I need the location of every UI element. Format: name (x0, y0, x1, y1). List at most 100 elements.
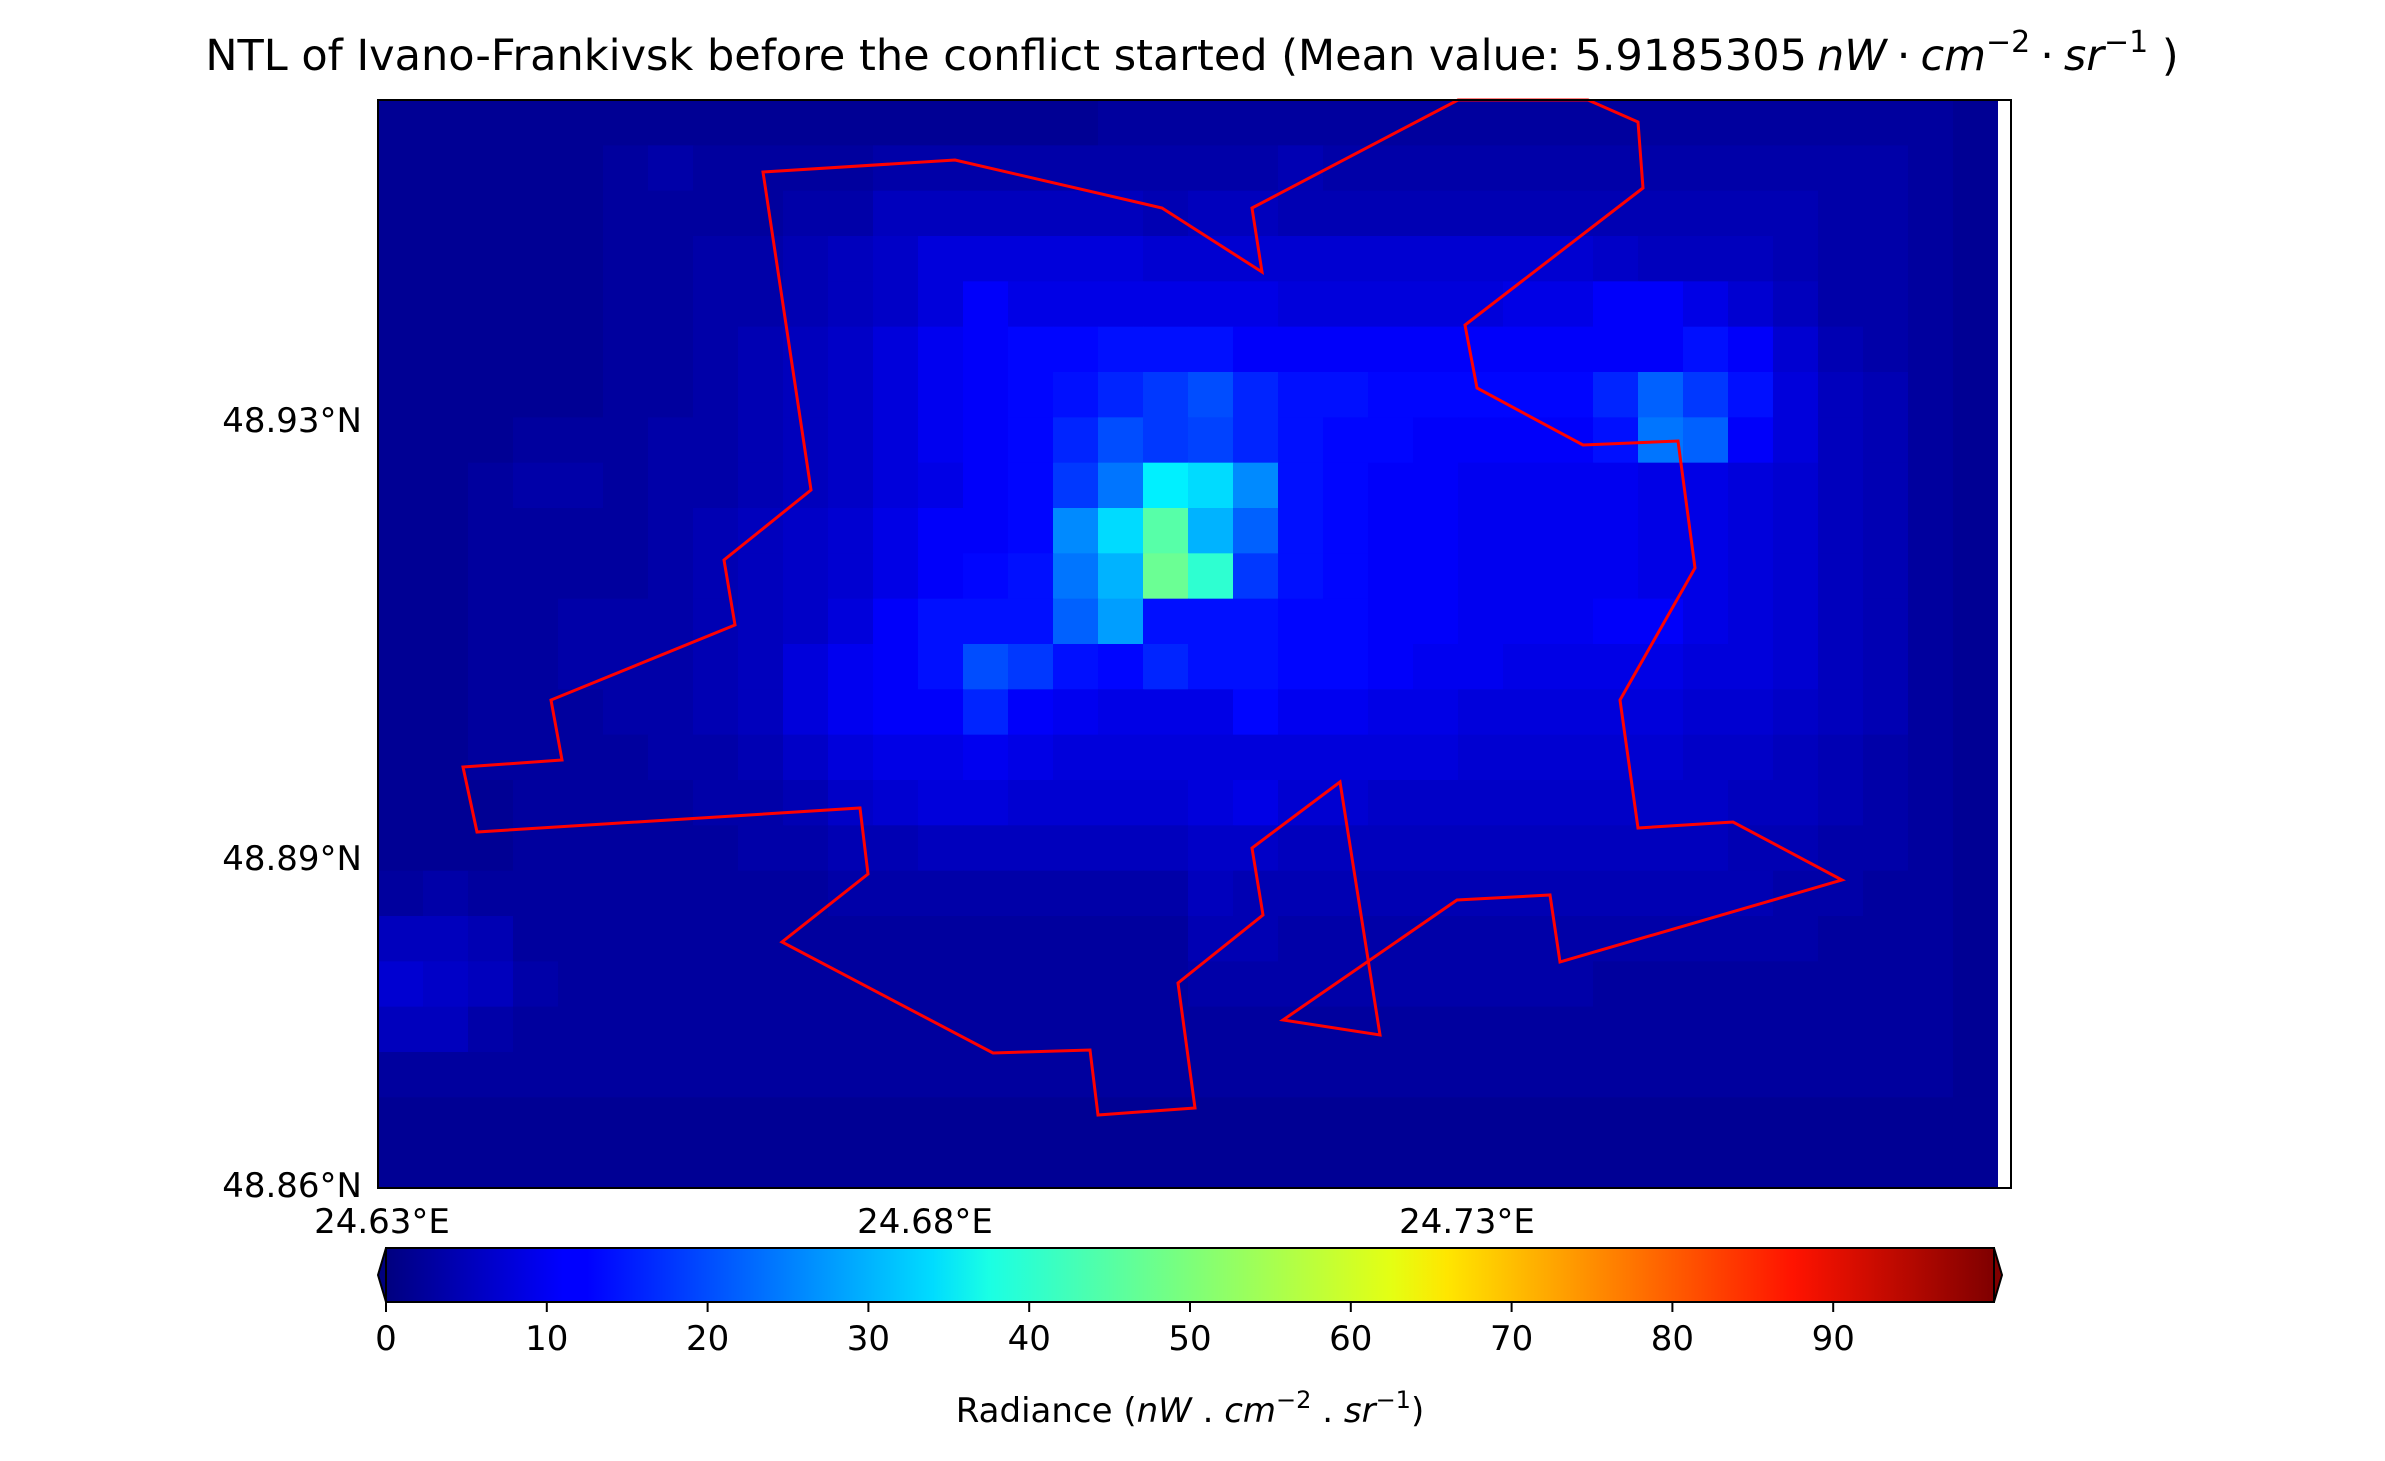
heatmap-cell (963, 825, 1009, 872)
heatmap-cell (693, 825, 739, 872)
heatmap-cell (468, 326, 514, 373)
heatmap-cell (1143, 553, 1189, 600)
heatmap-cell (738, 100, 784, 146)
heatmap-cell (1773, 916, 1819, 962)
heatmap-cell (1683, 417, 1729, 464)
heatmap-cell (1368, 508, 1414, 554)
heatmap-cell (828, 1097, 874, 1144)
heatmap-cell (648, 190, 694, 237)
heatmap-cell (603, 281, 649, 328)
heatmap-cell (1908, 553, 1954, 600)
heatmap-cell (1908, 780, 1954, 826)
heatmap-cell (558, 462, 604, 509)
heatmap-cell (603, 689, 649, 736)
cb-label-exp-cm: −2 (1276, 1386, 1311, 1414)
heatmap-cell (1593, 553, 1639, 600)
heatmap-cell (648, 372, 694, 418)
heatmap-cell (1863, 372, 1909, 418)
heatmap-cell (1188, 462, 1234, 509)
heatmap-cell (1053, 1142, 1099, 1188)
city-boundary (461, 98, 1846, 1117)
heatmap-cell (1008, 1097, 1054, 1144)
heatmap-cell (1863, 1142, 1909, 1188)
heatmap-cell (1728, 689, 1774, 736)
heatmap-cell (963, 236, 1009, 282)
heatmap-cell (1233, 916, 1279, 962)
heatmap-cell (1098, 644, 1144, 690)
heatmap-cell (873, 644, 919, 690)
heatmap-cell (1188, 644, 1234, 690)
heatmap-cell (1098, 916, 1144, 962)
heatmap-cell (783, 281, 829, 328)
heatmap-cell (1863, 508, 1909, 554)
lat-tick-48-93: 48.93°N (222, 401, 362, 441)
heatmap-cell (918, 417, 964, 464)
heatmap-cell (1728, 734, 1774, 781)
heatmap-cell (1863, 734, 1909, 781)
heatmap-cell (1323, 689, 1369, 736)
heatmap-cell (963, 281, 1009, 328)
heatmap-cell (918, 916, 964, 962)
heatmap-cell (1143, 508, 1189, 554)
heatmap-cell (423, 1052, 469, 1098)
colorbar-gradient (386, 1248, 1994, 1302)
heatmap-cell (1413, 281, 1459, 328)
heatmap-cell (828, 508, 874, 554)
heatmap-cell (468, 1142, 514, 1188)
heatmap-cell (1503, 1142, 1549, 1188)
heatmap-cell (1593, 100, 1639, 146)
heatmap-cell (558, 326, 604, 373)
heatmap-cell (1503, 825, 1549, 872)
heatmap-cell (1638, 462, 1684, 509)
heatmap-cell (378, 417, 424, 464)
heatmap-cell (1728, 281, 1774, 328)
heatmap-cell (1323, 870, 1369, 917)
heatmap-cell (468, 825, 514, 872)
title-dot-2: · (2040, 31, 2054, 81)
heatmap-cell (828, 870, 874, 917)
heatmap-cell (1278, 236, 1324, 282)
heatmap-cell (1503, 326, 1549, 373)
heatmap-cell (1953, 145, 1999, 192)
heatmap-cell (738, 734, 784, 781)
heatmap-cell (1233, 1006, 1279, 1053)
heatmap-cell (378, 1097, 424, 1144)
heatmap-cell (378, 462, 424, 509)
cb-label-exp-sr: −1 (1376, 1386, 1411, 1414)
heatmap-cell (1953, 916, 1999, 962)
heatmap-cell (1953, 1052, 1999, 1098)
heatmap-cell (1098, 417, 1144, 464)
heatmap-cell (918, 190, 964, 237)
heatmap-cell (693, 689, 739, 736)
heatmap-cell (1503, 1052, 1549, 1098)
heatmap-cell (603, 1097, 649, 1144)
heatmap-cell (918, 100, 964, 146)
heatmap-cell (783, 734, 829, 781)
heatmap-cell (1908, 100, 1954, 146)
heatmap-cell (1278, 1097, 1324, 1144)
heatmap-cell (828, 100, 874, 146)
heatmap-cell (1278, 961, 1324, 1008)
heatmap-cell (1503, 100, 1549, 146)
heatmap-cell (1143, 870, 1189, 917)
heatmap-cell (738, 1142, 784, 1188)
heatmap-cell (1863, 145, 1909, 192)
lon-tick-24-63: 24.63°E (314, 1202, 450, 1242)
heatmap-cell (1683, 1006, 1729, 1053)
heatmap-cell (468, 734, 514, 781)
heatmap-cell (1953, 553, 1999, 600)
heatmap-cell (1548, 100, 1594, 146)
heatmap-cell (1458, 870, 1504, 917)
heatmap-cell (1593, 644, 1639, 690)
heatmap-cell (558, 417, 604, 464)
heatmap-cell (1008, 870, 1054, 917)
heatmap-cell (963, 1142, 1009, 1188)
heatmap-cell (1053, 372, 1099, 418)
heatmap-cell (378, 870, 424, 917)
colorbar-ticks: 0 10 20 30 40 50 60 70 80 90 (375, 1302, 1855, 1359)
heatmap-cell (1503, 372, 1549, 418)
heatmap-cell (1773, 372, 1819, 418)
heatmap-cell (1413, 825, 1459, 872)
heatmap-cell (1638, 1052, 1684, 1098)
heatmap-cell (1323, 1142, 1369, 1188)
